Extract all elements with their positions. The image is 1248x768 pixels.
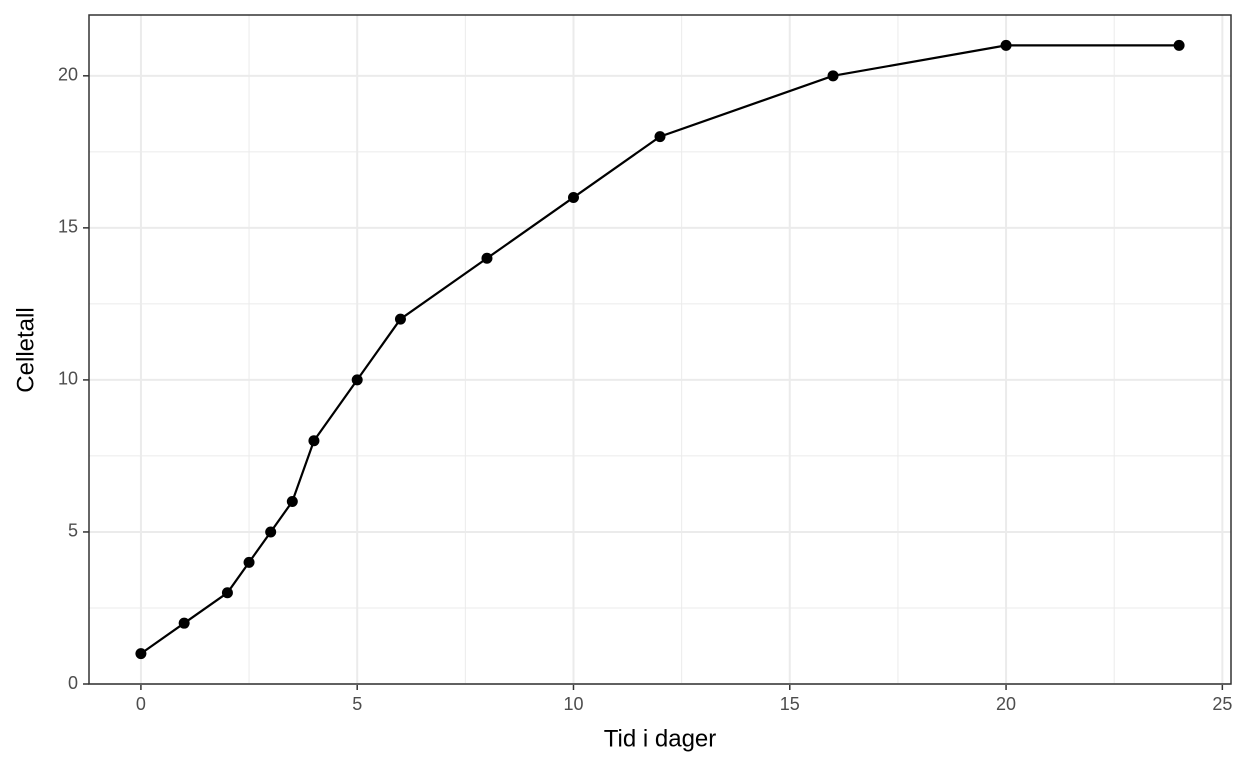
point	[351, 374, 363, 386]
point	[243, 556, 255, 568]
x-tick-label: 25	[1212, 694, 1232, 714]
point	[1173, 39, 1185, 51]
point	[308, 435, 320, 447]
y-tick-label: 0	[68, 673, 78, 693]
y-tick-label: 15	[58, 217, 78, 237]
y-tick-label: 10	[58, 369, 78, 389]
x-tick-label: 15	[780, 694, 800, 714]
point	[265, 526, 277, 538]
y-axis-title: Celletall	[12, 307, 39, 392]
x-tick-label: 5	[352, 694, 362, 714]
point	[481, 252, 493, 264]
point	[286, 496, 298, 508]
panel-border	[88, 14, 1232, 685]
y-tick-label: 5	[68, 521, 78, 541]
point	[654, 131, 666, 143]
point	[178, 617, 190, 629]
x-tick-label: 20	[996, 694, 1016, 714]
point	[221, 587, 233, 599]
point	[567, 191, 579, 203]
x-tick-label: 10	[563, 694, 583, 714]
point	[394, 313, 406, 325]
point	[1000, 39, 1012, 51]
y-tick-label: 20	[58, 65, 78, 85]
point	[135, 648, 147, 660]
point	[827, 70, 839, 82]
x-axis-title: Tid i dager	[604, 725, 717, 752]
x-tick-label: 0	[136, 694, 146, 714]
